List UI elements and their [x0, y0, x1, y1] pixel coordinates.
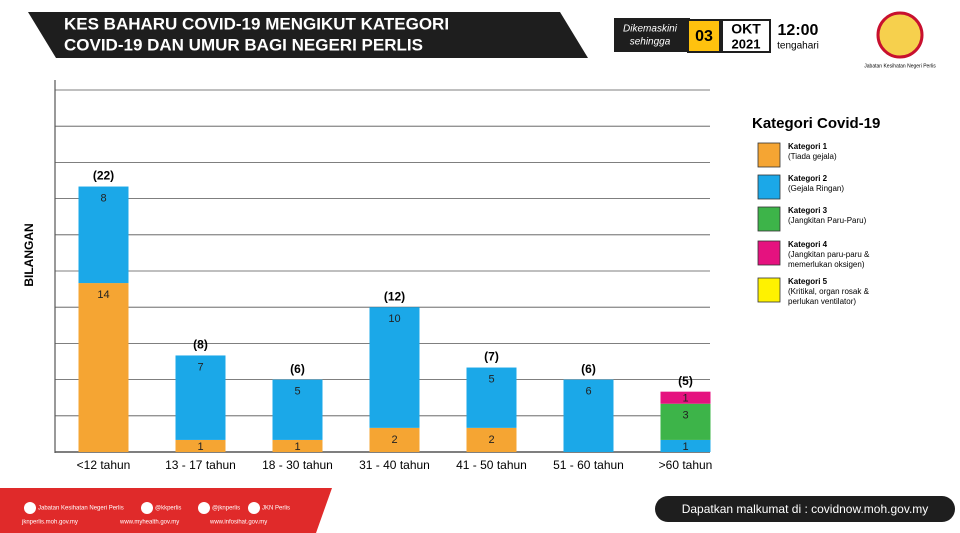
bar-segment [660, 391, 711, 404]
legend-swatch [757, 206, 781, 232]
footer-banner [0, 488, 332, 533]
total-label: (6) [290, 362, 305, 376]
bar-segment [466, 427, 517, 452]
legend-name: Kategori 1 [788, 142, 828, 151]
legend-description: (Jangkitan paru-paru & memerlukan oksigen… [788, 250, 870, 269]
bar-segment [660, 403, 711, 440]
info-box [655, 496, 955, 522]
legend-swatch [757, 174, 781, 200]
month: OKT [731, 21, 761, 37]
x-tick-label: 31 - 40 tahun [359, 458, 430, 472]
footer-social: JKN Perlis [262, 506, 290, 512]
legend-name: Kategori 5 [788, 277, 828, 286]
bar-segment [660, 439, 711, 452]
legend-swatch [757, 240, 781, 266]
legend-description: (Gejala Ringan) [788, 184, 844, 193]
title-banner [28, 12, 588, 58]
bar-segment [563, 379, 614, 452]
bar-segment [175, 355, 226, 440]
legend-description: (Kritikal, organ rosak & perlukan ventila… [788, 287, 870, 306]
legend-name: Kategori 4 [788, 240, 828, 249]
value-label: 1 [682, 393, 688, 405]
value-label: 5 [294, 386, 300, 398]
total-label: (7) [484, 350, 499, 364]
total-label: (6) [581, 362, 596, 376]
title: COVID-19 DAN UMUR BAGI NEGERI PERLIS [64, 35, 423, 54]
year: 2021 [732, 36, 761, 51]
bar-segment [78, 283, 129, 452]
footer-site: jknperlis.moh.gov.my [21, 520, 78, 526]
updated-label: Dikemaskini [623, 24, 678, 35]
total-label: (22) [93, 169, 114, 183]
value-label: 14 [97, 289, 109, 301]
icon [198, 502, 210, 514]
date-box [614, 18, 690, 52]
x-tick-label: 13 - 17 tahun [165, 458, 236, 472]
updated-label: sehingga [630, 37, 671, 48]
footer-social: Jabatan Kesihatan Negeri Perlis [38, 506, 124, 512]
time-note: tengahari [777, 41, 819, 52]
bar-segment [78, 186, 129, 284]
value-label: 5 [488, 373, 494, 385]
icon [24, 502, 36, 514]
legend-name: Kategori 3 [788, 206, 828, 215]
legend-description: (Jangkitan Paru-Paru) [788, 216, 867, 225]
bar-segment [369, 427, 420, 452]
value-label: 1 [197, 441, 203, 453]
value-label: 8 [100, 192, 106, 204]
value-label: 10 [388, 313, 400, 325]
legend-name: Kategori 2 [788, 174, 828, 183]
footer-site: www.infosihat.gov.my [209, 520, 267, 526]
total-label: (12) [384, 289, 405, 303]
footer-social: @jknperlis [212, 506, 240, 512]
footer-social: @kkperlis [155, 506, 181, 512]
y-axis-label: BILANGAN [22, 223, 36, 286]
footer-site: www.myhealth.gov.my [119, 520, 179, 526]
bar-segment [369, 307, 420, 428]
bar-segment [272, 379, 323, 440]
value-label: 2 [391, 434, 397, 446]
bar-segment [272, 439, 323, 452]
total-label: (8) [193, 338, 208, 352]
day: 03 [695, 28, 713, 45]
legend-swatch [757, 142, 781, 168]
month-box [721, 19, 771, 53]
logo-text: Jabatan Kesihatan Negeri Perlis [864, 63, 936, 69]
value-label: 2 [488, 434, 494, 446]
bar-segment [466, 367, 517, 428]
value-label: 3 [682, 410, 688, 422]
value-label: 6 [585, 386, 591, 398]
x-tick-label: 18 - 30 tahun [262, 458, 333, 472]
time: 12:00 [778, 22, 819, 39]
value-label: 7 [197, 361, 203, 373]
title: KES BAHARU COVID-19 MENGIKUT KATEGORI [64, 14, 449, 33]
x-tick-label: 41 - 50 tahun [456, 458, 527, 472]
info: Dapatkan malkumat di : covidnow.moh.gov.… [682, 502, 929, 516]
legend-description: (Tiada gejala) [788, 152, 837, 161]
legend-title: Kategori Covid-19 [752, 115, 880, 132]
legend-swatch [757, 277, 781, 303]
icon [248, 502, 260, 514]
value-label: 1 [682, 441, 688, 453]
total-label: (5) [678, 374, 693, 388]
day-box [687, 19, 721, 53]
x-tick-label: 51 - 60 tahun [553, 458, 624, 472]
icon [141, 502, 153, 514]
bar-segment [175, 439, 226, 452]
logo [876, 11, 924, 59]
value-label: 1 [294, 441, 300, 453]
x-tick-label: >60 tahun [659, 458, 713, 472]
x-tick-label: <12 tahun [77, 458, 131, 472]
